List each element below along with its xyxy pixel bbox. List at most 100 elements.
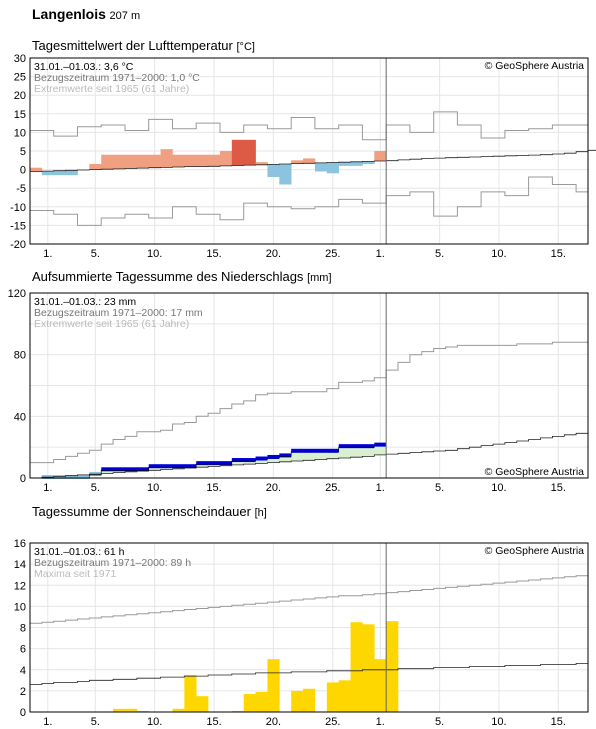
station-name: Langenlois — [32, 6, 106, 22]
precipitation-difference-bar — [362, 447, 375, 457]
temp-x-tick-label: 10. — [491, 248, 506, 260]
temperature-chart-title: Tagesmittelwert der Lufttemperatur [°C] — [32, 38, 255, 53]
temperature-bar — [124, 154, 138, 169]
precipitation-sum-bar — [172, 464, 185, 469]
precip-y-tick-label: 120 — [8, 288, 26, 300]
sun-line-bezugszeitraum-1971-2000 — [30, 663, 588, 685]
precipitation-difference-bar — [303, 451, 316, 461]
temperature-bar — [113, 154, 126, 169]
precipitation-difference-bar — [255, 459, 268, 464]
precipitation-sum-bar — [148, 464, 161, 469]
temp-line-maximum-seit-1965 — [30, 111, 588, 141]
sunshine-bar — [386, 621, 399, 712]
temperature-bar — [279, 164, 292, 185]
temp-info-line-0: 31.01.–01.03.: 3,6 °C — [34, 61, 134, 73]
sun-x-tick-label: 25. — [325, 716, 340, 728]
temp-y-tick-label: 5 — [20, 146, 26, 158]
temp-y-tick-label: 15 — [14, 109, 26, 121]
precipitation-sum-bar — [231, 458, 245, 463]
temperature-bar — [196, 154, 209, 167]
sun-y-tick-label: 0 — [20, 707, 26, 719]
sunshine-bar — [172, 708, 185, 712]
temp-line-minimum-seit-1965 — [30, 176, 588, 226]
temperature-bar — [350, 161, 363, 166]
temp-info-line-2: Extremwerte seit 1965 (61 Jahre) — [34, 83, 189, 95]
temperature-bar — [53, 170, 66, 176]
temp-info-line-1: Bezugszeitraum 1971–2000: 1,0 °C — [34, 72, 200, 84]
temp-x-tick-label: 1. — [43, 248, 52, 260]
sun-y-tick-label: 14 — [14, 559, 26, 571]
temp-y-tick-label: -10 — [10, 202, 26, 214]
temp-y-tick-label: -20 — [10, 239, 26, 251]
sun-line-maxima-seit-1971 — [30, 575, 588, 624]
precip-copyright: © GeoSphere Austria — [485, 466, 585, 478]
station-elevation: 207 m — [109, 10, 141, 22]
precipitation-sum-bar — [219, 461, 233, 466]
sun-y-tick-label: 4 — [20, 665, 26, 677]
sunshine-bar — [136, 710, 150, 712]
station-header: Langenlois 207 m — [32, 6, 140, 22]
precipitation-sum-bar — [77, 475, 90, 479]
sun-x-tick-label: 1. — [376, 716, 385, 728]
sun-x-tick-label: 15. — [551, 716, 566, 728]
sun-y-tick-label: 12 — [14, 580, 26, 592]
precip-y-tick-label: 80 — [14, 350, 26, 362]
precipitation-sum-bar — [196, 461, 209, 466]
precip-info-line-0: 31.01.–01.03.: 23 mm — [34, 296, 136, 308]
temp-x-tick-label: 10. — [147, 248, 162, 260]
sun-y-tick-label: 16 — [14, 538, 26, 550]
sunshine-bar — [267, 659, 280, 712]
temp-x-tick-label: 25. — [325, 248, 340, 260]
precip-line-bezugszeitraum-1971-2000 — [30, 432, 588, 479]
temperature-bar — [136, 154, 150, 169]
precipitation-sum-bar — [362, 444, 375, 449]
sun-y-tick-label: 6 — [20, 644, 26, 656]
sun-y-tick-label: 10 — [14, 601, 26, 613]
temp-x-tick-label: 1. — [376, 248, 385, 260]
sunshine-bar — [338, 680, 351, 712]
precipitation-sum-bar — [124, 467, 138, 472]
precipitation-difference-bar — [148, 467, 161, 471]
temp-line-bezugszeitraum-1971-2000 — [30, 149, 596, 172]
precipitation-sum-bar — [267, 454, 280, 459]
precip-info-line-2: Extremwerte seit 1965 (61 Jahre) — [34, 318, 189, 330]
precip-x-tick-label: 20. — [266, 482, 281, 494]
temperature-bar — [255, 162, 268, 165]
temp-x-tick-label: 5. — [435, 248, 444, 260]
precip-y-tick-label: 40 — [14, 411, 26, 423]
sun-y-tick-label: 2 — [20, 686, 26, 698]
sun-x-tick-label: 10. — [147, 716, 162, 728]
temperature-bar — [326, 162, 339, 174]
temperature-bar — [172, 154, 185, 167]
precipitation-difference-bar — [338, 447, 351, 458]
sunshine-bar — [231, 710, 245, 712]
temp-y-tick-label: -15 — [10, 220, 26, 232]
temp-y-tick-label: 25 — [14, 72, 26, 84]
precip-info-line-1: Bezugszeitraum 1971–2000: 17 mm — [34, 307, 203, 319]
temperature-bar — [148, 154, 161, 168]
sunshine-bar — [113, 708, 126, 712]
precipitation-difference-bar — [196, 464, 209, 468]
precipitation-difference-bar — [374, 445, 387, 455]
sunshine-bar — [255, 691, 268, 712]
precipitation-chart-title: Aufsummierte Tagessumme des Niederschlag… — [32, 269, 332, 284]
temp-y-tick-label: 10 — [14, 127, 26, 139]
precip-line-maximum-seit-1965 — [30, 341, 588, 464]
temp-y-tick-label: -5 — [16, 183, 26, 195]
temp-y-tick-label: 0 — [20, 165, 26, 177]
temperature-bar — [30, 167, 43, 172]
precipitation-sum-bar — [65, 475, 78, 479]
sun-copyright: © GeoSphere Austria — [485, 545, 585, 557]
precipitation-sum-bar — [255, 456, 268, 461]
temperature-bar — [267, 164, 280, 178]
sunshine-bar — [124, 708, 138, 712]
sun-info-line-2: Maxima seit 1971 — [34, 568, 116, 580]
precip-x-tick-label: 25. — [325, 482, 340, 494]
precipitation-observed-line — [30, 445, 387, 479]
precip-x-tick-label: 15. — [206, 482, 221, 494]
sunshine-bar — [184, 675, 197, 712]
precip-x-tick-label: 1. — [376, 482, 385, 494]
precipitation-sum-bar — [350, 444, 363, 449]
sunshine-bar — [196, 696, 209, 712]
